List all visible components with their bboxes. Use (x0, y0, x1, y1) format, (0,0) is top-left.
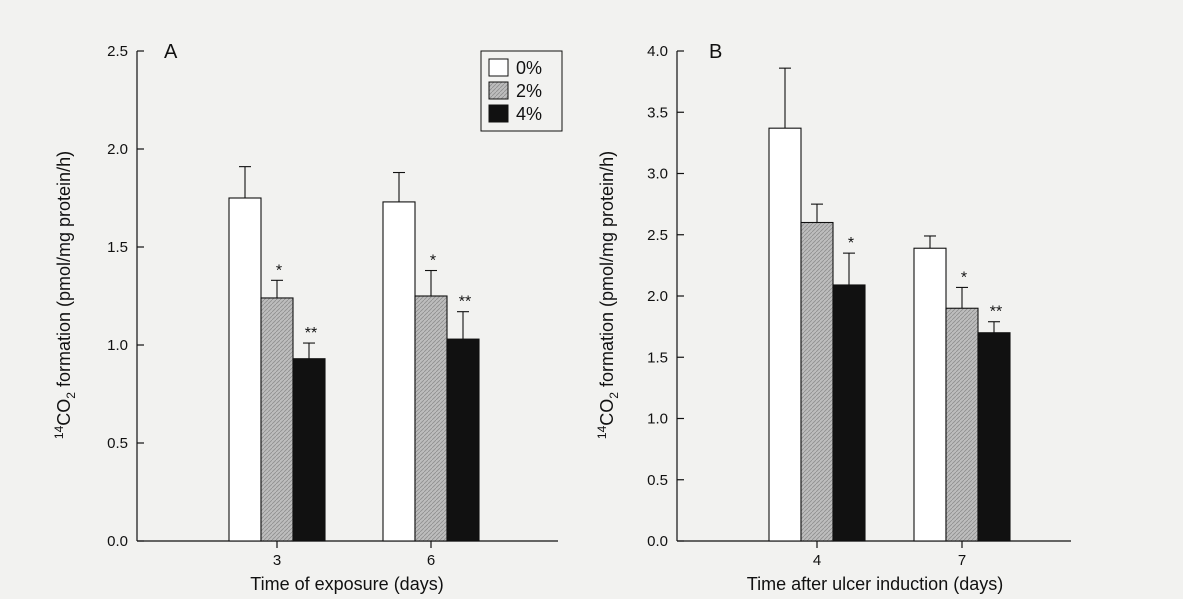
panel-b-bar (945, 307, 979, 542)
panel-b-bar (832, 284, 866, 542)
panel-a-significance-marker: * (276, 262, 282, 279)
panel-a-y-tick-label: 2.5 (107, 43, 128, 60)
panel-b-bar (977, 332, 1011, 542)
panel-b-bar (768, 127, 802, 542)
panel-a-bar (260, 297, 294, 542)
panel-a-x-tick-label: 6 (427, 552, 435, 569)
legend-label-0: 0% (516, 58, 542, 78)
legend-swatch-1 (488, 81, 509, 100)
legend-swatch-2 (488, 104, 509, 123)
legend: 0% 2% 4% (480, 50, 563, 132)
panel-a-bar (292, 358, 326, 542)
panel-b-significance-marker: * (848, 235, 854, 252)
panel-b-y-label-subscript: 2 (607, 392, 621, 399)
legend-label-1: 2% (516, 81, 542, 101)
panel-a-x-axis-label: Time of exposure (days) (250, 574, 443, 594)
panel-b-y-tick-label: 0.5 (647, 472, 668, 489)
legend-swatch-0 (488, 58, 509, 77)
panel-a-y-axis-label: 14CO2 formation (pmol/mg protein/h) (52, 151, 78, 439)
panel-b-y-tick-label: 0.0 (647, 533, 668, 550)
panel-a-bar (228, 197, 262, 542)
panel-b-significance-marker: * (961, 269, 967, 286)
panel-b-y-label-main: CO (597, 399, 617, 426)
legend-frame (480, 50, 563, 132)
panel-b-x-tick-label: 7 (958, 552, 966, 569)
panel-a-letter: A (164, 41, 178, 63)
panel-a-x-tick-label: 3 (273, 552, 281, 569)
panel-a-y-label-superscript: 14 (52, 425, 66, 439)
panel-a-y-label-rest: formation (pmol/mg protein/h) (54, 151, 74, 392)
legend-label-2: 4% (516, 104, 542, 124)
panel-b-x-axis-label: Time after ulcer induction (days) (747, 574, 1003, 594)
panel-b-y-tick-label: 2.5 (647, 227, 668, 244)
panel-b-y-tick-label: 3.5 (647, 104, 668, 121)
panel-b-letter: B (709, 41, 722, 63)
panel-a-y-tick-label: 0.5 (107, 435, 128, 452)
panel-a-y-tick-label: 1.5 (107, 239, 128, 256)
panel-b-y-tick-label: 4.0 (647, 43, 668, 60)
panel-a-chart: 0.0 0.5 1.0 1.5 2.0 2.5 3 6 A Time of exposure … (52, 41, 558, 594)
panel-a-significance-marker: * (430, 253, 436, 270)
panel-a-y-tick-label: 0.0 (107, 533, 128, 550)
panel-b-significance-marker: ** (990, 304, 1002, 321)
panel-a-axes: 0.0 0.5 1.0 1.5 2.0 2.5 3 6 (107, 43, 558, 569)
panel-b-y-tick-label: 3.0 (647, 166, 668, 183)
panel-b-bar (913, 247, 947, 542)
panel-a-y-tick-label: 1.0 (107, 337, 128, 354)
panel-b-x-tick-label: 4 (813, 552, 821, 569)
panel-b-y-label-superscript: 14 (595, 425, 609, 439)
panel-a-bar (446, 338, 480, 542)
panel-a-bar (382, 201, 416, 542)
panel-b-y-tick-label: 1.5 (647, 349, 668, 366)
panel-a-significance-marker: ** (305, 325, 317, 342)
panel-a-significance-marker: ** (459, 294, 471, 311)
panel-b-y-tick-label: 2.0 (647, 288, 668, 305)
panel-b-y-tick-label: 1.0 (647, 411, 668, 428)
panel-a-bar (414, 295, 448, 542)
panel-b-y-axis-label: 14CO2 formation (pmol/mg protein/h) (595, 151, 621, 439)
panel-b-chart: 0.0 0.5 1.0 1.5 2.0 2.5 3.0 3.5 4.0 4 7 B Time aft… (595, 41, 1071, 594)
panel-b-y-label-rest: formation (pmol/mg protein/h) (597, 151, 617, 392)
panel-a-y-label-main: CO (54, 399, 74, 426)
panel-b-bar (800, 221, 834, 542)
panel-a-y-label-subscript: 2 (64, 392, 78, 399)
panel-a-y-tick-label: 2.0 (107, 141, 128, 158)
